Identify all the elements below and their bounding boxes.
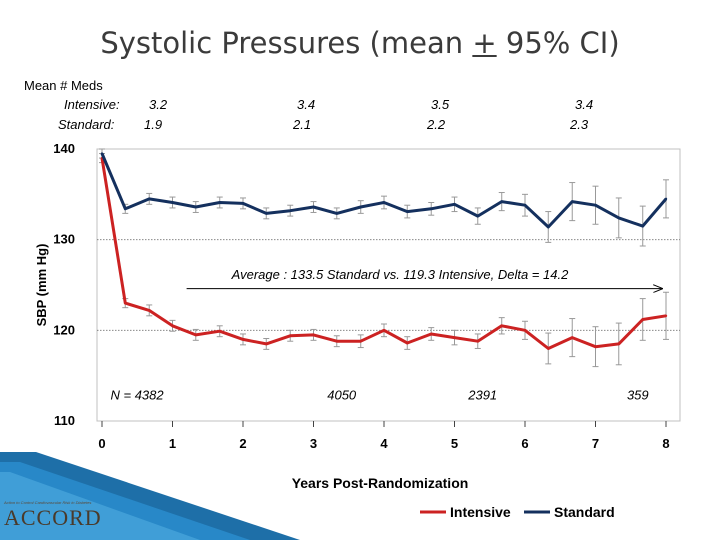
meds-standard-value: 2.3	[570, 117, 589, 132]
standard-data-point	[100, 152, 104, 155]
intensive-data-point	[335, 340, 338, 343]
legend-intensive-label: Intensive	[450, 504, 511, 520]
n-labels: N = 4382 4050 2391 359	[111, 388, 649, 403]
standard-data-point	[641, 224, 644, 228]
x-axis-label: Years Post-Randomization	[292, 475, 469, 491]
x-tick-label: 7	[592, 436, 599, 451]
decorative-ribbon	[0, 452, 300, 540]
standard-data-point	[571, 200, 574, 203]
standard-data-point	[617, 216, 620, 220]
x-tick-label: 2	[239, 436, 246, 451]
intensive-data-point	[124, 301, 127, 305]
standard-data-point	[335, 212, 338, 215]
intensive-data-point	[382, 329, 386, 332]
intensive-data-point	[500, 324, 503, 327]
intensive-data-point	[171, 324, 174, 327]
intensive-data-point	[312, 333, 315, 337]
meds-header: Mean # Meds	[24, 78, 103, 93]
x-tick-label: 8	[662, 436, 669, 451]
standard-data-point	[382, 201, 386, 204]
standard-data-point	[359, 205, 362, 209]
legend: Intensive Standard	[420, 504, 615, 520]
standard-data-point	[171, 201, 174, 204]
title-main: Systolic Pressures (mean	[100, 26, 473, 60]
intensive-data-point	[148, 309, 151, 312]
standard-data-point	[124, 207, 127, 211]
intensive-data-point	[571, 336, 574, 339]
title-plus-minus: +	[472, 26, 497, 60]
intensive-data-point	[406, 341, 409, 345]
standard-data-point	[523, 204, 527, 207]
meds-intensive-value: 3.5	[431, 97, 450, 112]
meds-standard-value: 2.2	[427, 117, 446, 132]
intensive-data-point	[289, 334, 292, 337]
standard-data-point	[148, 197, 151, 201]
intensive-data-point	[453, 336, 456, 339]
standard-data-point	[312, 205, 315, 209]
n-value: 2391	[467, 388, 497, 403]
standard-data-point	[664, 197, 668, 201]
intensive-data-point	[241, 338, 245, 341]
logo-name: ACCORD	[4, 505, 102, 530]
intensive-data-point	[476, 340, 479, 343]
x-tick-label: 1	[169, 436, 176, 451]
title-tail: 95% CI)	[496, 26, 620, 60]
intensive-data-point	[641, 318, 644, 321]
intensive-data-point	[594, 345, 597, 348]
standard-data-point	[547, 225, 550, 229]
meds-intensive-value: 3.4	[575, 97, 594, 112]
x-tick-label: 6	[521, 436, 528, 451]
x-tick-label: 0	[98, 436, 105, 451]
y-tick-label: 140	[53, 141, 75, 156]
y-axis: 110 120 130 140	[53, 141, 75, 428]
intensive-data-point	[265, 342, 268, 346]
accord-logo: Action to Control Cardiovascular Risk in…	[4, 500, 134, 538]
standard-data-point	[594, 204, 597, 207]
intensive-data-point	[218, 330, 221, 333]
meds-intensive-value: 3.4	[297, 97, 316, 112]
series-lines	[100, 152, 668, 350]
standard-data-point	[430, 207, 433, 211]
intensive-data-point	[430, 332, 433, 336]
logo-tagline: Action to Control Cardiovascular Risk in…	[4, 500, 92, 505]
intensive-data-point	[194, 333, 197, 337]
y-tick-label: 110	[54, 413, 75, 428]
intensive-data-point	[547, 347, 550, 350]
standard-data-point	[500, 200, 503, 203]
x-tick-label: 4	[380, 436, 388, 451]
standard-data-point	[218, 201, 221, 204]
standard-data-point	[265, 212, 268, 215]
n-label-intensive-start: N = 4382	[111, 388, 165, 403]
meds-intensive-value: 3.2	[149, 97, 168, 112]
n-value: 4050	[327, 388, 357, 403]
meds-intensive-label: Intensive:	[64, 97, 120, 112]
intensive-data-point	[359, 340, 362, 343]
page-title: Systolic Pressures (mean + 95% CI)	[0, 26, 720, 60]
x-axis: 0 1 2 3 4 5 6 7 8	[98, 421, 670, 451]
standard-data-point	[453, 203, 456, 206]
standard-data-point	[194, 205, 197, 209]
intensive-data-point	[617, 342, 620, 346]
x-tick-label: 3	[310, 436, 317, 451]
y-tick-label: 120	[53, 322, 75, 337]
standard-data-point	[289, 209, 292, 212]
n-value: 359	[627, 388, 649, 403]
standard-data-point	[406, 210, 409, 213]
average-annotation: Average : 133.5 Standard vs. 119.3 Inten…	[231, 267, 569, 282]
legend-standard-label: Standard	[554, 504, 615, 520]
intensive-data-point	[523, 329, 527, 332]
meds-standard-value: 1.9	[144, 117, 163, 132]
reference-lines	[97, 239, 680, 331]
y-axis-label: SBP (mm Hg)	[34, 244, 49, 327]
x-tick-label: 5	[451, 436, 458, 451]
y-tick-label: 130	[53, 232, 75, 247]
standard-data-point	[476, 214, 479, 218]
meds-standard-label: Standard:	[58, 117, 115, 132]
standard-data-point	[241, 202, 245, 205]
intensive-data-point	[664, 314, 668, 318]
plot-area	[96, 148, 681, 422]
meds-standard-value: 2.1	[293, 117, 312, 132]
